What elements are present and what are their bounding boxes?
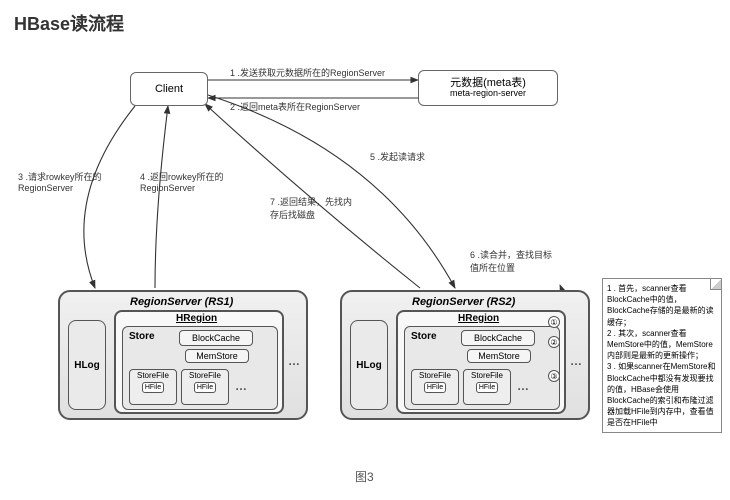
rs1-store-dots: … [235, 379, 247, 393]
client-label: Client [155, 83, 183, 95]
rs1-hlog-label: HLog [74, 360, 100, 371]
circle-1: ① [548, 316, 560, 328]
edge-label-3: 3 .请求rowkey所在的 RegionServer [18, 170, 102, 193]
note-line-2: 2 . 其次，scanner查看MemStore中的值，MemStore内部则是… [607, 328, 717, 362]
rs2-store: Store BlockCache MemStore StoreFile HFil… [404, 326, 560, 410]
rs2-hregion-label: HRegion [458, 313, 499, 324]
edge-label-2: 2 .返回meta表所在RegionServer [230, 100, 360, 113]
rs2-store-dots: … [517, 379, 529, 393]
rs1-storefile-1: StoreFile HFile [129, 369, 177, 405]
rs2-hfile-1: HFile [424, 382, 446, 393]
scanner-note: 1 . 首先，scanner查看BlockCache中的值，BlockCache… [602, 278, 722, 433]
rs1-memstore: MemStore [185, 349, 249, 363]
rs1-store: Store BlockCache MemStore StoreFile HFil… [122, 326, 278, 410]
regionserver-1: RegionServer (RS1) HLog HRegion Store Bl… [58, 290, 308, 420]
rs1-blockcache: BlockCache [179, 330, 253, 346]
edge-label-7: 7 .返回结果，先找内 存后找磁盘 [270, 195, 352, 221]
rs1-hregion-label: HRegion [176, 313, 217, 324]
rs2-label: RegionServer (RS2) [412, 296, 515, 308]
edge-label-6: 6 .读合并，查找目标 值所在位置 [470, 248, 552, 274]
rs1-store-label: Store [129, 331, 155, 342]
rs1-storefile-2: StoreFile HFile [181, 369, 229, 405]
figure-caption: 图3 [355, 468, 374, 485]
rs1-sf1-label: StoreFile [137, 371, 169, 380]
rs2-hlog-label: HLog [356, 360, 382, 371]
rs2-sf2-label: StoreFile [471, 371, 503, 380]
circle-3: ③ [548, 370, 560, 382]
rs2-store-label: Store [411, 331, 437, 342]
meta-label-2: meta-region-server [450, 89, 526, 99]
rs2-blockcache: BlockCache [461, 330, 535, 346]
rs2-hfile-2: HFile [476, 382, 498, 393]
rs1-hfile-2: HFile [194, 382, 216, 393]
meta-node: 元数据(meta表) meta-region-server [418, 70, 558, 106]
rs2-sf1-label: StoreFile [419, 371, 451, 380]
edge-label-5: 5 .发起读请求 [370, 150, 425, 163]
rs1-hlog: HLog [68, 320, 106, 410]
note-line-1: 1 . 首先，scanner查看BlockCache中的值，BlockCache… [607, 283, 717, 328]
rs1-sf2-label: StoreFile [189, 371, 221, 380]
rs1-outer-dots: … [288, 354, 300, 368]
rs1-hfile-1: HFile [142, 382, 164, 393]
client-node: Client [130, 72, 208, 106]
edge-label-1: 1 .发送获取元数据所在的RegionServer [230, 66, 385, 79]
rs1-hregion: HRegion Store BlockCache MemStore StoreF… [114, 310, 284, 414]
rs2-memstore: MemStore [467, 349, 531, 363]
page-title: HBase读流程 [14, 10, 124, 36]
circle-2: ② [548, 336, 560, 348]
regionserver-2: RegionServer (RS2) HLog HRegion Store Bl… [340, 290, 590, 420]
edge-label-4: 4 .返回rowkey所在的 RegionServer [140, 170, 224, 193]
note-line-3: 3 . 如果scanner在MemStore和BlockCache中都没有发现要… [607, 361, 717, 428]
rs2-storefile-2: StoreFile HFile [463, 369, 511, 405]
rs2-storefile-1: StoreFile HFile [411, 369, 459, 405]
rs1-label: RegionServer (RS1) [130, 296, 233, 308]
rs2-hlog: HLog [350, 320, 388, 410]
rs2-hregion: HRegion Store BlockCache MemStore StoreF… [396, 310, 566, 414]
rs2-outer-dots: … [570, 354, 582, 368]
